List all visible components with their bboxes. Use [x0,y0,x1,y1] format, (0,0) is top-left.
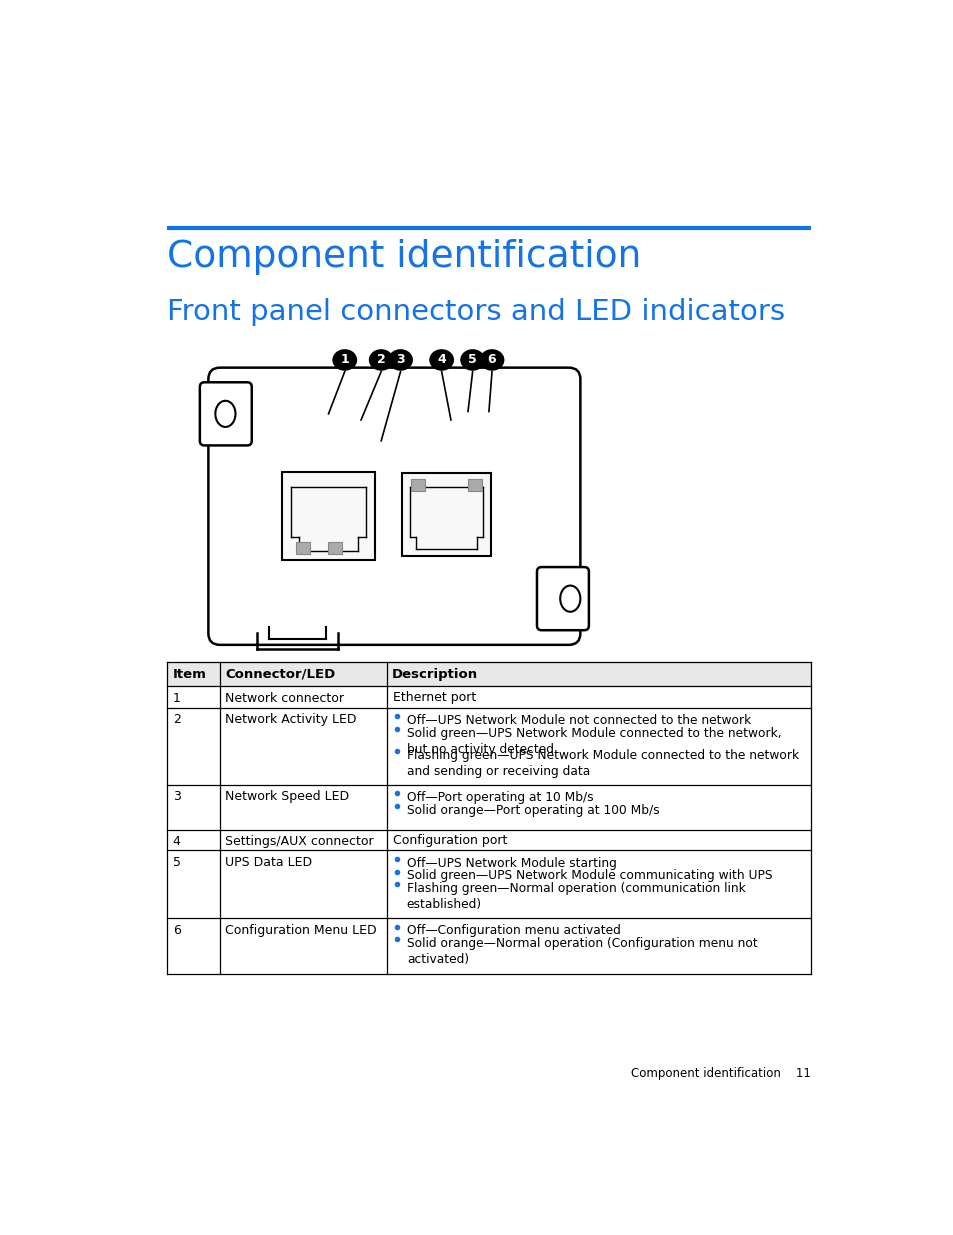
Text: Component identification    11: Component identification 11 [630,1067,810,1079]
FancyBboxPatch shape [208,368,579,645]
Text: 5: 5 [172,856,180,869]
Text: Flashing green—UPS Network Module connected to the network
and sending or receiv: Flashing green—UPS Network Module connec… [406,750,798,778]
Text: 2: 2 [172,714,180,726]
Text: 2: 2 [376,353,385,367]
Ellipse shape [559,585,579,611]
Ellipse shape [429,350,454,370]
Text: 1: 1 [340,353,349,367]
Text: Configuration Menu LED: Configuration Menu LED [225,924,376,936]
Text: Settings/AUX connector: Settings/AUX connector [225,835,374,848]
Bar [282,472,375,561]
Ellipse shape [332,350,356,370]
Text: Solid orange—Port operating at 100 Mb/s: Solid orange—Port operating at 100 Mb/s [406,804,659,816]
Text: Solid green—UPS Network Module communicating with UPS: Solid green—UPS Network Module communica… [406,869,772,882]
Text: Item: Item [172,668,207,680]
Text: 3: 3 [172,790,180,804]
Ellipse shape [479,350,504,370]
Text: Description: Description [392,668,477,680]
Bar [411,479,425,490]
Text: Configuration port: Configuration port [393,834,507,846]
Text: Network connector: Network connector [225,692,344,705]
Text: Front panel connectors and LED indicators: Front panel connectors and LED indicator… [167,299,784,326]
Bar [402,473,491,556]
Ellipse shape [215,401,235,427]
Ellipse shape [388,350,413,370]
Text: 1: 1 [172,692,180,705]
FancyBboxPatch shape [199,383,252,446]
Text: Off—UPS Network Module not connected to the network: Off—UPS Network Module not connected to … [406,714,750,727]
Bar [468,479,481,490]
Text: 6: 6 [487,353,496,367]
Text: Off—UPS Network Module starting: Off—UPS Network Module starting [406,857,616,869]
Text: Solid orange—Normal operation (Configuration menu not
activated): Solid orange—Normal operation (Configura… [406,937,757,966]
Text: 4: 4 [436,353,446,367]
Text: Network Speed LED: Network Speed LED [225,790,349,804]
Text: 4: 4 [172,835,180,848]
Text: UPS Data LED: UPS Data LED [225,856,313,869]
Text: Component identification: Component identification [167,240,640,275]
Text: 6: 6 [172,924,180,936]
Text: Ethernet port: Ethernet port [393,690,476,704]
Text: 5: 5 [468,353,476,367]
Text: Solid green—UPS Network Module connected to the network,
but no activity detecte: Solid green—UPS Network Module connected… [406,727,781,756]
Text: Connector/LED: Connector/LED [225,668,335,680]
Bar [328,542,342,555]
Ellipse shape [459,350,484,370]
Text: Network Activity LED: Network Activity LED [225,714,356,726]
Text: Flashing green—Normal operation (communication link
established): Flashing green—Normal operation (communi… [406,882,744,911]
Bar [295,542,310,555]
Text: 3: 3 [395,353,404,367]
FancyBboxPatch shape [537,567,588,630]
Text: Off—Configuration menu activated: Off—Configuration menu activated [406,924,620,937]
Bar [167,662,810,687]
Ellipse shape [369,350,394,370]
Text: Off—Port operating at 10 Mb/s: Off—Port operating at 10 Mb/s [406,792,593,804]
